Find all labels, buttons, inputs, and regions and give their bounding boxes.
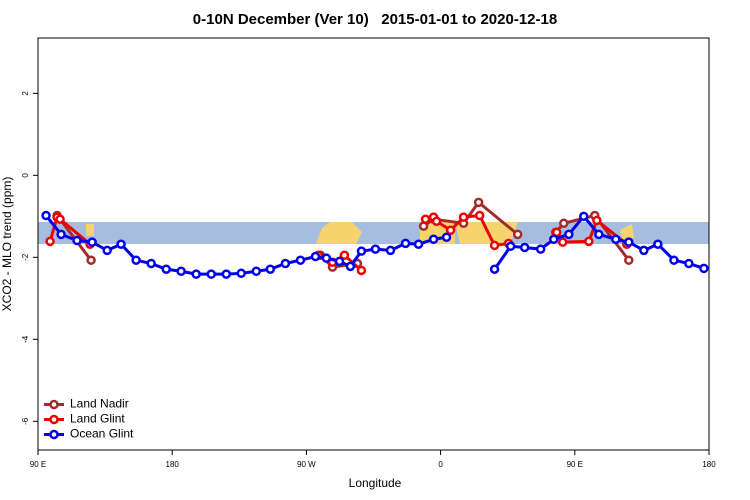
point bbox=[72, 235, 82, 246]
point bbox=[413, 239, 424, 249]
point bbox=[428, 234, 439, 245]
point bbox=[339, 250, 350, 261]
x-tick-label: 90 W bbox=[297, 460, 316, 469]
point bbox=[624, 237, 634, 247]
point bbox=[505, 241, 516, 252]
point bbox=[559, 218, 569, 229]
point bbox=[564, 229, 574, 240]
point bbox=[699, 263, 709, 274]
point bbox=[535, 244, 546, 254]
point bbox=[624, 255, 634, 265]
land-patch bbox=[86, 224, 94, 236]
point bbox=[356, 246, 367, 256]
x-axis-label: Longitude bbox=[349, 476, 402, 490]
point bbox=[473, 197, 484, 208]
point bbox=[206, 269, 217, 279]
point bbox=[56, 229, 66, 240]
y-tick-label: 0 bbox=[21, 173, 30, 178]
point bbox=[295, 255, 306, 265]
point bbox=[684, 258, 694, 269]
point bbox=[594, 229, 604, 240]
point bbox=[334, 256, 345, 267]
point bbox=[176, 266, 186, 277]
y-tick-label: -2 bbox=[21, 253, 30, 261]
point bbox=[474, 210, 485, 221]
point bbox=[370, 244, 381, 254]
point bbox=[578, 211, 589, 222]
x-tick-label: 90 E bbox=[567, 460, 583, 469]
point bbox=[86, 255, 96, 265]
point bbox=[265, 264, 276, 274]
point bbox=[45, 236, 55, 247]
y-tick-label: 2 bbox=[21, 91, 30, 96]
point bbox=[102, 245, 112, 256]
land-patch bbox=[620, 224, 634, 240]
x-tick-label: 180 bbox=[702, 460, 716, 469]
point bbox=[116, 239, 126, 249]
point bbox=[131, 255, 141, 265]
y-axis-label: XCO2 - MLO trend (ppm) bbox=[0, 177, 14, 312]
point bbox=[191, 269, 201, 279]
point bbox=[345, 261, 356, 272]
x-tick-label: 180 bbox=[166, 460, 180, 469]
point bbox=[146, 258, 156, 269]
legend-label: Land Glint bbox=[70, 412, 125, 426]
x-tick-label: 90 E bbox=[30, 460, 46, 469]
legend-label: Land Nadir bbox=[70, 397, 129, 411]
point bbox=[639, 245, 649, 256]
point bbox=[310, 251, 321, 262]
point bbox=[236, 268, 246, 279]
point bbox=[87, 237, 97, 247]
legend-marker bbox=[49, 399, 59, 410]
land-patch bbox=[316, 222, 362, 244]
legend-label: Ocean Glint bbox=[70, 427, 134, 441]
legend-marker bbox=[49, 429, 59, 440]
point bbox=[55, 214, 65, 224]
ocean-band bbox=[38, 222, 709, 244]
point bbox=[458, 212, 469, 222]
x-tick-label: 0 bbox=[438, 460, 443, 469]
y-tick-label: -4 bbox=[21, 335, 30, 343]
point bbox=[445, 225, 456, 236]
point bbox=[549, 234, 559, 245]
point bbox=[221, 269, 232, 279]
point bbox=[592, 215, 602, 226]
point bbox=[557, 237, 568, 247]
point bbox=[584, 236, 594, 247]
point bbox=[441, 232, 452, 242]
plot-frame bbox=[37, 37, 710, 451]
point bbox=[431, 216, 442, 226]
point bbox=[489, 240, 500, 251]
point bbox=[400, 238, 411, 249]
point bbox=[280, 258, 291, 269]
point bbox=[512, 229, 523, 240]
point bbox=[653, 239, 663, 249]
point bbox=[41, 210, 51, 221]
point bbox=[321, 253, 332, 263]
legend-marker bbox=[49, 414, 59, 425]
point bbox=[519, 242, 530, 253]
point bbox=[251, 266, 262, 277]
point bbox=[161, 264, 171, 274]
point bbox=[385, 245, 396, 256]
point bbox=[611, 234, 621, 245]
y-tick-label: -6 bbox=[21, 417, 30, 425]
point bbox=[669, 255, 679, 265]
point bbox=[356, 265, 367, 276]
point bbox=[420, 214, 431, 224]
point bbox=[489, 264, 500, 274]
chart-title: 0-10N December (Ver 10) 2015-01-01 to 20… bbox=[193, 11, 557, 28]
